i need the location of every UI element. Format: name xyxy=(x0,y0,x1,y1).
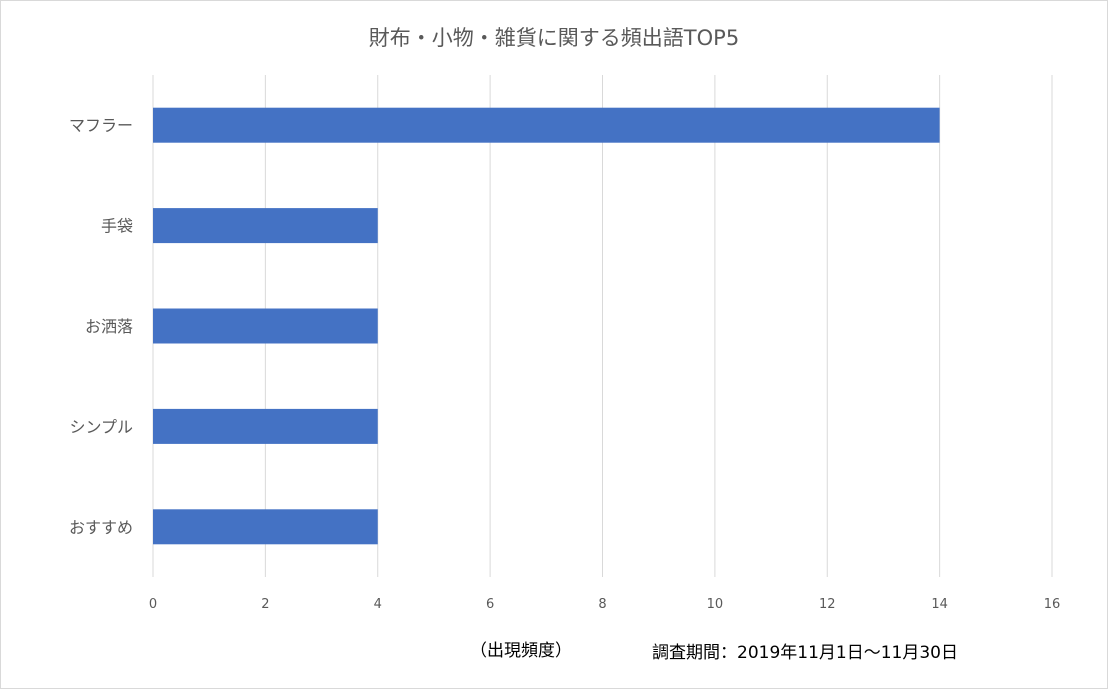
chart-title: 財布・小物・雑貨に関する頻出語TOP5 xyxy=(368,26,740,50)
category-label-2: お洒落 xyxy=(85,317,133,336)
x-tick-label-8: 8 xyxy=(598,597,606,612)
bar-2 xyxy=(153,308,378,344)
bar-4 xyxy=(153,509,378,545)
survey-period-note: 調査期間：2019年11月1日〜11月30日 xyxy=(652,643,958,663)
x-tick-label-6: 6 xyxy=(486,597,494,612)
category-label-0: マフラー xyxy=(69,116,133,135)
x-tick-label-12: 12 xyxy=(819,597,836,612)
x-tick-label-2: 2 xyxy=(261,597,269,612)
category-label-3: シンプル xyxy=(69,417,133,436)
x-tick-label-16: 16 xyxy=(1044,597,1061,612)
bar-0 xyxy=(153,107,940,143)
category-label-4: おすすめ xyxy=(69,518,133,537)
x-tick-label-0: 0 xyxy=(149,597,157,612)
category-label-1: 手袋 xyxy=(101,217,133,236)
x-axis-label: （出現頻度） xyxy=(470,641,572,661)
bar-1 xyxy=(153,208,378,244)
x-tick-label-14: 14 xyxy=(931,597,948,612)
bar-3 xyxy=(153,408,378,444)
x-tick-label-10: 10 xyxy=(707,597,724,612)
x-tick-label-4: 4 xyxy=(374,597,382,612)
